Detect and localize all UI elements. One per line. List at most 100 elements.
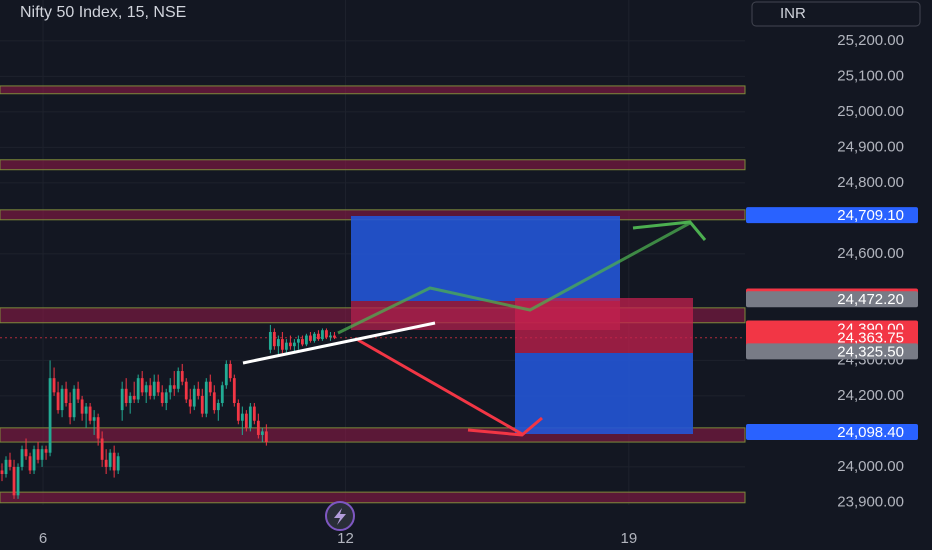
candle-body (176, 371, 180, 389)
candle-body (68, 403, 72, 418)
candle-body (232, 378, 236, 404)
candle-body (56, 392, 60, 411)
zone (0, 491, 746, 504)
candle-body (156, 381, 160, 393)
candle-body (140, 378, 144, 393)
price-tag-label: 24,472.20 (837, 291, 904, 308)
candle-body (36, 449, 40, 460)
candle-body (164, 392, 168, 404)
x-tick-label: 6 (39, 530, 47, 547)
candle-body (152, 381, 156, 396)
candle-body (325, 330, 328, 338)
candle-body (296, 339, 300, 343)
candle-body (240, 413, 244, 421)
candle-body (180, 371, 184, 382)
candle-body (317, 333, 320, 340)
price-tag (746, 291, 918, 308)
candle-body (96, 417, 100, 439)
candle-body (236, 403, 240, 421)
chart-title: Nifty 50 Index, 15, NSE (20, 4, 186, 21)
candle-body (88, 406, 92, 421)
candle-body (224, 363, 228, 386)
candle-body (16, 466, 20, 496)
price-tag-label: 24,709.10 (837, 207, 904, 224)
candle-body (80, 399, 84, 414)
arrow-head (632, 220, 707, 241)
candle-body (32, 449, 36, 471)
candle-body (329, 335, 332, 338)
candle-body (92, 417, 96, 421)
candle-body (72, 388, 76, 418)
candle-body (168, 385, 172, 393)
candle-body (60, 388, 64, 411)
price-tag-label: 24,363.75 (837, 330, 904, 347)
candle-body (248, 406, 252, 428)
candle-body (28, 456, 32, 471)
candle-body (212, 392, 216, 411)
y-tick-label: 24,800.00 (837, 174, 904, 191)
y-tick-label: 23,900.00 (837, 493, 904, 510)
price-tag (746, 423, 918, 440)
x-tick-label: 12 (337, 530, 354, 547)
candle-body (116, 456, 120, 471)
candle-body (48, 378, 52, 453)
candle-body (160, 392, 164, 404)
candle-body (288, 342, 292, 347)
trend-line (242, 321, 436, 365)
zone (0, 85, 746, 95)
target-box (351, 216, 620, 301)
target-box (515, 353, 693, 434)
candle-body (280, 339, 284, 350)
x-tick-label: 19 (621, 530, 638, 547)
candle-body (188, 399, 192, 407)
y-tick-label: 24,200.00 (837, 387, 904, 404)
arrow-head (467, 416, 543, 437)
candle-body (52, 378, 56, 393)
candle-body (200, 395, 204, 414)
candle-body (321, 330, 324, 340)
candle-body (104, 459, 108, 467)
candle-body (144, 385, 148, 393)
candle-body (40, 449, 44, 460)
long-path (337, 221, 691, 335)
stop-box (515, 298, 693, 353)
y-tick-label: 24,900.00 (837, 138, 904, 155)
candle-body (172, 385, 176, 389)
candle-body (313, 333, 316, 341)
candle-body (228, 363, 232, 379)
candle-body (184, 381, 188, 400)
candle-body (192, 388, 196, 407)
candle-body (44, 449, 48, 453)
drawings (242, 216, 707, 531)
candle-body (204, 381, 208, 414)
candle-body (284, 342, 288, 350)
candle-body (128, 395, 132, 404)
candle-body (12, 466, 16, 496)
candle-body (244, 413, 248, 428)
price-axis: 25,200.00 25,100.00 25,000.00 24,900.00 24,8… (39, 32, 918, 547)
candle-body (0, 470, 4, 475)
candle-body (333, 335, 336, 338)
candle-body (252, 406, 256, 421)
candle-body (264, 431, 268, 443)
y-tick-label: 24,600.00 (837, 245, 904, 262)
candle-body (208, 381, 212, 393)
price-tag (746, 329, 918, 346)
currency-box[interactable] (751, 1, 921, 27)
y-tick-label: 25,100.00 (837, 67, 904, 84)
price-tag (746, 343, 918, 360)
bolt-icon (334, 508, 346, 525)
candle-body (84, 406, 88, 414)
candles (0, 324, 336, 499)
price-tag (746, 207, 918, 224)
candle-body (132, 395, 136, 400)
candle-body (305, 335, 308, 345)
candle-body (256, 420, 260, 435)
candle-body (120, 388, 124, 411)
candle-body (136, 378, 140, 400)
candle-body (100, 438, 104, 460)
candle-body (112, 452, 116, 471)
candle-body (8, 459, 12, 467)
